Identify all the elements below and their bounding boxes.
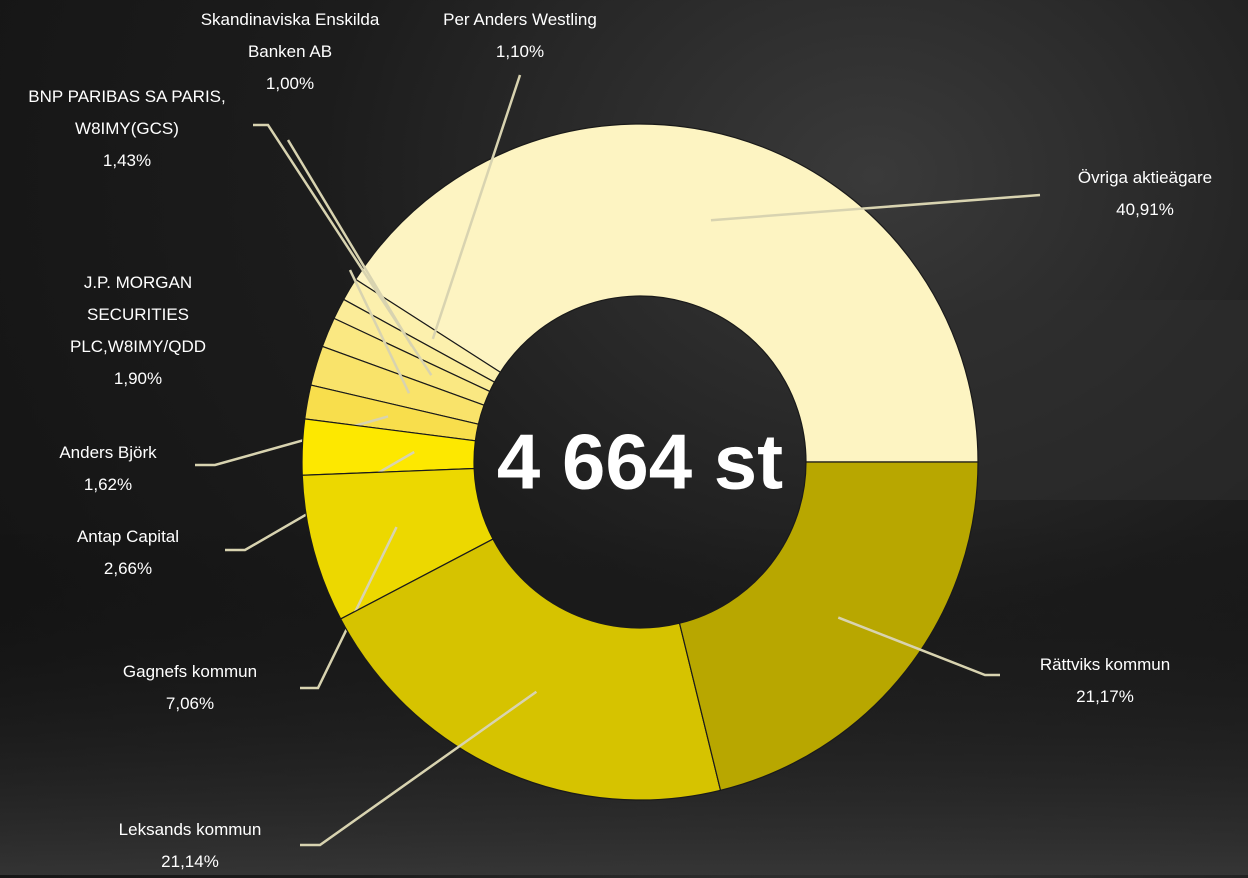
slice-label: Skandinaviska Enskilda Banken AB 1,00% bbox=[190, 4, 390, 100]
leader-line bbox=[300, 526, 398, 690]
slice-value: 1,43% bbox=[102, 151, 152, 170]
slice-value: 7,06% bbox=[165, 694, 215, 713]
slice-label: BNP PARIBAS SA PARIS, W8IMY(GCS) 1,43% bbox=[2, 81, 252, 177]
slice-name: Rättviks kommun bbox=[1039, 655, 1171, 674]
slice-name: Per Anders Westling bbox=[443, 10, 597, 29]
donut-slice bbox=[678, 461, 979, 791]
leader-line bbox=[253, 123, 433, 376]
slice-name: Övriga aktieägare bbox=[1077, 168, 1213, 187]
slice-label: Övriga aktieägare 40,91% bbox=[1035, 162, 1248, 226]
slice-label: J.P. MORGAN SECURITIES PLC,W8IMY/QDD 1,90… bbox=[53, 267, 223, 395]
slice-name: Skandinaviska Enskilda Banken AB bbox=[200, 10, 380, 61]
slice-name: BNP PARIBAS SA PARIS, W8IMY(GCS) bbox=[28, 87, 226, 138]
slice-label: Rättviks kommun 21,17% bbox=[1005, 649, 1205, 713]
slice-value: 21,14% bbox=[161, 852, 219, 871]
slice-value: 1,10% bbox=[495, 42, 545, 61]
slice-value: 1,00% bbox=[265, 74, 315, 93]
slice-label: Per Anders Westling 1,10% bbox=[400, 4, 640, 68]
slice-name: Leksands kommun bbox=[118, 820, 262, 839]
leader-line bbox=[431, 74, 522, 340]
slice-name: J.P. MORGAN SECURITIES PLC,W8IMY/QDD bbox=[69, 273, 207, 356]
slice-label: Antap Capital 2,66% bbox=[48, 521, 208, 585]
slice-value: 2,66% bbox=[103, 559, 153, 578]
donut-slice bbox=[339, 538, 722, 801]
slice-label: Anders Björk 1,62% bbox=[48, 437, 168, 501]
leader-line bbox=[710, 193, 1041, 222]
center-label: 4 664 st bbox=[496, 417, 784, 506]
slice-value: 21,17% bbox=[1076, 687, 1134, 706]
leader-line bbox=[300, 690, 538, 847]
leader-line bbox=[348, 269, 411, 394]
slice-name: Anders Björk bbox=[59, 443, 157, 462]
slice-name: Antap Capital bbox=[76, 527, 180, 546]
donut-slice bbox=[354, 123, 979, 463]
slice-value: 1,62% bbox=[83, 475, 133, 494]
leader-line bbox=[837, 616, 1000, 677]
slice-label: Gagnefs kommun 7,06% bbox=[90, 656, 290, 720]
slice-value: 40,91% bbox=[1116, 200, 1174, 219]
slice-label: Leksands kommun 21,14% bbox=[90, 814, 290, 878]
slice-value: 1,90% bbox=[113, 369, 163, 388]
slice-name: Gagnefs kommun bbox=[122, 662, 258, 681]
